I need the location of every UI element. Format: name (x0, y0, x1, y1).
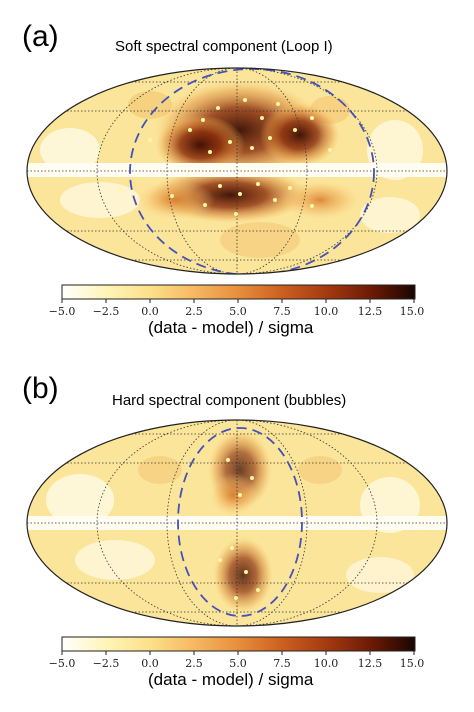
panel-b-tick: 5.0 (229, 657, 247, 670)
panel-b-tick: −5.0 (49, 657, 76, 670)
panel-b-region-outline (177, 427, 303, 617)
panel-a-tick: −2.5 (93, 305, 120, 318)
panel-b-tick: 0.0 (141, 657, 159, 670)
panel-a-sources (118, 98, 332, 216)
panel-b-map (26, 419, 448, 627)
panel-b-title: Hard spectral component (bubbles) (112, 392, 347, 409)
panel-a-region-outline (129, 68, 375, 274)
panel-b-tick: 2.5 (185, 657, 203, 670)
panel-a (26, 67, 448, 275)
panel-b-colorbar-label: (data - model) / sigma (148, 670, 314, 689)
panel-a-title: Soft spectral component (Loop I) (115, 38, 333, 55)
panel-b-tick: 7.5 (273, 657, 291, 670)
panel-b-tick: 10.0 (314, 657, 339, 670)
panel-a-grid (27, 68, 447, 274)
panel-b-tick: 12.5 (358, 657, 383, 670)
panel-a-tick: −5.0 (49, 305, 76, 318)
panel-a-tick: 5.0 (229, 305, 247, 318)
panel-b-colorbar-ticks (61, 651, 415, 655)
panel-a-colorbar-ticks (61, 299, 415, 303)
panel-a-tick: 12.5 (358, 305, 383, 318)
panel-a-tick: 2.5 (185, 305, 203, 318)
panel-b-colorbar: −5.0 −2.5 0.0 2.5 5.0 7.5 10.0 12.5 15.0 (49, 636, 425, 670)
panel-b-sources (218, 458, 260, 600)
panel-a-map (26, 67, 448, 275)
panel-b (26, 419, 448, 627)
panel-a-colorbar-label: (data - model) / sigma (148, 318, 314, 337)
panel-b-tick: −2.5 (93, 657, 120, 670)
panel-b-letter: (b) (22, 372, 59, 405)
panel-a-colorbar: −5.0 −2.5 0.0 2.5 5.0 7.5 10.0 12.5 15.0 (49, 284, 425, 318)
panel-b-tick: 15.0 (400, 657, 425, 670)
panel-a-letter: (a) (22, 20, 59, 53)
panel-a-tick: 10.0 (314, 305, 339, 318)
panel-a-tick: 15.0 (400, 305, 425, 318)
panel-a-tick: 0.0 (141, 305, 159, 318)
panel-a-tick: 7.5 (273, 305, 291, 318)
panel-b-grid (27, 420, 447, 626)
